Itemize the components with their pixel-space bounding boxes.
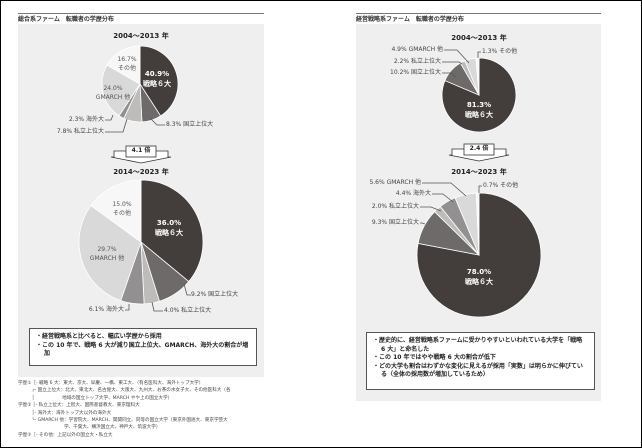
- legend-line: ┌- 国立上位大：北大、東北大、名古屋大、大阪大、九州大、お茶の水女子大、その他…: [18, 388, 231, 394]
- pie-label: 2.3% 海外大: [68, 116, 104, 123]
- pie-slice-その他: [475, 57, 480, 96]
- pie-label: 8.3% 国立上位大: [166, 121, 214, 128]
- pie-label: 9.3% 国立上位大: [371, 219, 419, 226]
- pie-label: 2.2% 私立上位大: [393, 58, 441, 65]
- pie-slice-その他: [106, 45, 141, 85]
- pie-label: 15.0% その他: [112, 201, 132, 217]
- title-rule: [18, 13, 264, 14]
- pie-label: 78.0% 戦略６大: [465, 268, 493, 286]
- note-item: ・この 10 年ではやや戦略 6 大の割合が低下: [373, 354, 496, 361]
- pie-label: 6.1% 海外大: [88, 306, 124, 313]
- arrow-left: [110, 145, 172, 164]
- left-notes: ・経営戦略系と比べると、幅広い学歴から採用 ・この 10 年で、戦略 6 大が減…: [29, 328, 257, 366]
- pie-label: 16.7% その他: [117, 56, 137, 72]
- period-title: 2014〜2023 年: [113, 168, 169, 176]
- pie-slice-戦略6大: [140, 179, 204, 283]
- education-legend: 学歴①［- 戦略 6 大：東大、京大、早慶、一橋、東工大、（有名医科大、海外トッ…: [18, 380, 231, 439]
- right-title: 経営戦略系ファーム 転職者の学歴分布: [356, 16, 464, 23]
- legend-line: └- GMARCH 他：学習院大、MARCH、関関同立、同等の国立大学（東京外国…: [18, 418, 228, 424]
- note-item: ・歴史的に、経営戦略系ファームに受かりやすいといわれている大学を「戦略 6 大」…: [373, 337, 583, 353]
- legend-line: 学、千葉大、横浜国立大、神戸大、筑波大学）: [18, 425, 161, 431]
- note-item: ・この 10 年で、戦略 6 大が減り国立上位大、GMARCH、海外大の割合が増…: [36, 341, 249, 358]
- pie-right-2004: [441, 57, 517, 133]
- pie-left-2014: [78, 179, 204, 305]
- period-title: 2014〜2023 年: [451, 168, 507, 176]
- legend-line: 学歴①［- 戦略 6 大：東大、京大、早慶、一橋、東工大、（有名医科大、海外トッ…: [18, 381, 204, 386]
- note-item: ・どの大学も割合はわずかな変化に見えるが採用「実数」は明らかに伸びている（全体の…: [373, 362, 583, 379]
- pie-label: 36.0% 戦略６大: [155, 219, 183, 237]
- note-item: ・経営戦略系と比べると、幅広い学歴から採用: [36, 333, 162, 340]
- legend-line: 学歴③［- その他：上記以外の国立大・私立大: [18, 432, 113, 438]
- period-title: 2004〜2013 年: [451, 34, 507, 42]
- pie-label: 81.3% 戦略６大: [465, 101, 493, 119]
- pie-label: 7.8% 私立上位大: [56, 128, 104, 135]
- growth-label: 2.4 倍: [469, 145, 489, 152]
- legend-line: │- 海外大：海外トップ大以外の海外大: [18, 410, 112, 416]
- title-rule: [356, 13, 601, 14]
- pie-right-2014: [416, 192, 542, 318]
- pie-left-2004: [101, 45, 179, 123]
- pie-slice-GMARCH他: [101, 64, 141, 117]
- left-title: 総合系ファーム 転職者の学歴分布: [18, 16, 114, 23]
- pie-slice-GMARCH他: [78, 204, 142, 302]
- pie-label: 4.0% 私立上位大: [164, 307, 212, 314]
- pie-label: 5.6% GMARCH 他: [369, 179, 421, 186]
- pie-label: 4.9% GMARCH 他: [391, 46, 443, 53]
- pie-slice-その他: [90, 179, 142, 243]
- pie-label: 4.4% 海外大: [395, 190, 431, 197]
- pie-label: 9.2% 国立上位大: [191, 291, 239, 298]
- legend-line: │ 地域の国立トップ大学、MARCH やや上の国立大学）: [18, 395, 173, 401]
- arrow-right: [448, 143, 510, 162]
- pie-label: 24.0% GMARCH 他: [95, 85, 131, 101]
- pie-label: 40.9% 戦略６大: [143, 70, 171, 88]
- pie-label: 2.0% 私立上位大: [371, 203, 419, 210]
- pie-label: 29.7% GMARCH 他: [89, 246, 125, 262]
- pie-slice-戦略6大: [441, 57, 517, 133]
- leader-lines: [105, 49, 482, 312]
- right-notes: ・歴史的に、経営戦略系ファームに受かりやすいといわれている大学を「戦略 6 大」…: [366, 332, 595, 390]
- pie-label: 1.3% その他: [482, 48, 518, 55]
- pie-label: 10.2% 国立上位大: [390, 69, 441, 76]
- growth-label: 4.1 倍: [131, 147, 151, 154]
- legend-line: 学歴② │- 私立上位大：上智大、国際基督教大、東京理科大: [18, 403, 140, 409]
- period-title: 2004〜2013 年: [113, 32, 169, 40]
- pie-label: 0.7% その他: [483, 182, 519, 189]
